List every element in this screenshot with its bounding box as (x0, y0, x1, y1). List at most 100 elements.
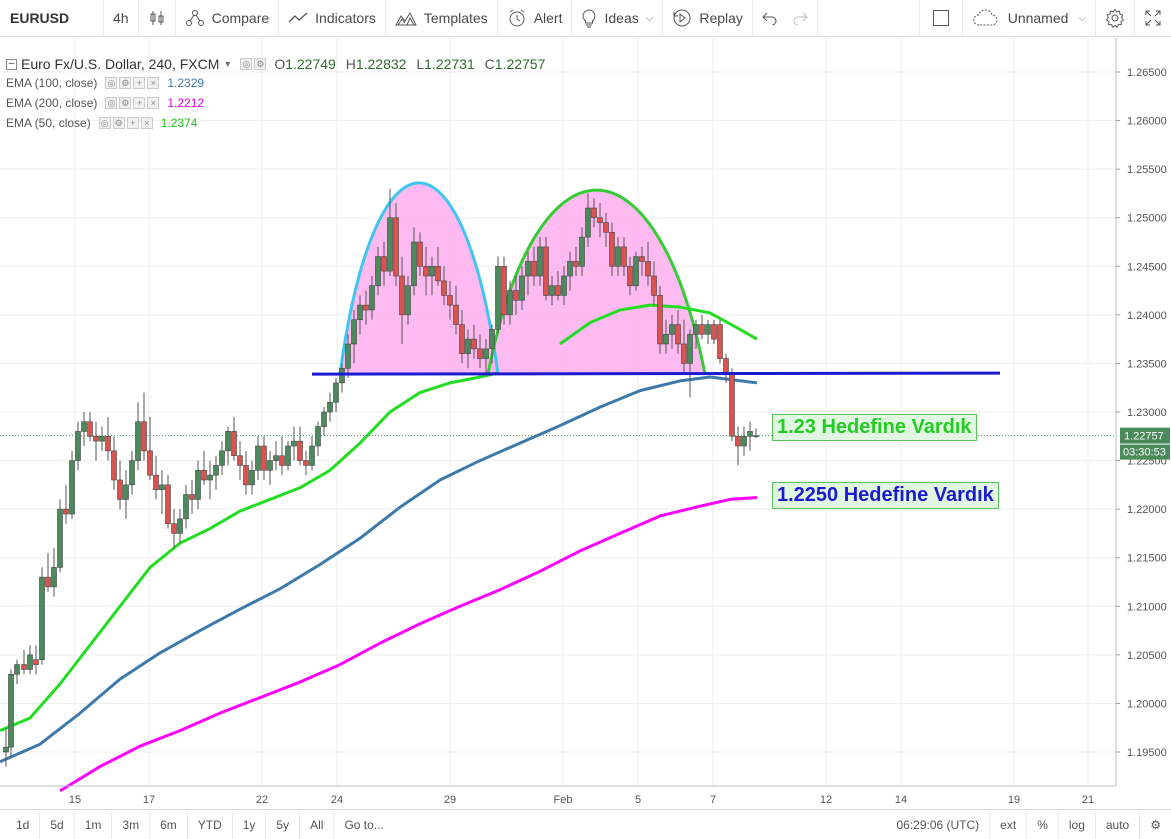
templates-button[interactable]: Templates (386, 0, 498, 37)
range-1d[interactable]: 1d (0, 809, 41, 839)
ext-toggle[interactable]: ext (990, 809, 1028, 839)
candle (231, 416, 237, 461)
candle (393, 203, 399, 286)
chart-pane[interactable]: 1.26500 1.26000 1.25500 1.25000 1.24500 1.240… (0, 38, 1171, 809)
ema200-value: 1.2212 (167, 96, 205, 110)
range-all[interactable]: All (300, 809, 335, 839)
close-icon[interactable]: × (147, 97, 160, 109)
candle-body (723, 358, 729, 374)
alert-button[interactable]: Alert (498, 0, 573, 37)
candle (135, 402, 141, 471)
ema200-line (59, 495, 758, 793)
candle-body (315, 426, 321, 447)
range-5d[interactable]: 5d (40, 809, 75, 839)
close-icon[interactable]: × (140, 117, 153, 129)
auto-toggle[interactable]: auto (1096, 809, 1141, 839)
candle (363, 290, 369, 325)
candle (63, 484, 69, 524)
compare-button[interactable]: Compare (176, 0, 280, 37)
candle (147, 416, 153, 480)
candle (3, 727, 9, 767)
candle (447, 280, 453, 320)
ema200-legend: EMA (200, close) ◎ ⚙ + × 1.2212 (6, 96, 204, 110)
candle-body (267, 460, 273, 471)
candle-body (8, 673, 14, 748)
candle-body (405, 285, 411, 316)
gear-icon[interactable]: ⚙ (254, 58, 267, 70)
range-3m[interactable]: 3m (112, 809, 151, 839)
utc-clock[interactable]: 06:29:06 (UTC) (886, 809, 991, 839)
chart-canvas[interactable]: 1.26500 1.26000 1.25500 1.25000 1.24500 1.240… (0, 38, 1171, 809)
candle-body (513, 290, 519, 301)
candle-body (309, 445, 315, 466)
scale-settings-button[interactable]: ⚙ (1140, 810, 1171, 839)
time-tick-label: 21 (1082, 794, 1094, 806)
replay-button[interactable]: Replay (663, 0, 753, 37)
redo-icon[interactable] (792, 11, 808, 25)
candle (651, 261, 657, 306)
eye-icon[interactable]: ◎ (105, 77, 118, 89)
range-ytd[interactable]: YTD (188, 809, 233, 839)
candle (621, 237, 627, 276)
range-6m[interactable]: 6m (150, 809, 188, 839)
log-toggle[interactable]: log (1059, 809, 1096, 839)
indicators-button[interactable]: Indicators (279, 0, 386, 37)
price-tick-label: 1.21000 (1127, 601, 1167, 613)
interval-button[interactable]: 4h (104, 0, 139, 37)
plus-icon[interactable]: + (133, 77, 146, 89)
close-icon[interactable]: × (147, 77, 160, 89)
fullscreen-toggle[interactable] (920, 0, 963, 37)
candle (369, 276, 375, 320)
target1-annotation[interactable]: 1.23 Hedefine Vardık (772, 414, 977, 441)
chevron-down-icon[interactable]: ▼ (223, 59, 233, 69)
candle-body (285, 445, 291, 466)
time-tick-label: 12 (820, 794, 832, 806)
candle (705, 319, 711, 344)
candle (303, 450, 309, 476)
undo-icon[interactable] (762, 11, 778, 25)
symbol-search[interactable]: EURUSD (0, 0, 104, 37)
gear-icon[interactable]: ⚙ (112, 117, 125, 129)
candle (489, 324, 495, 364)
ema50-line (559, 303, 758, 346)
candle-body (435, 265, 441, 282)
candle-body (423, 265, 429, 277)
layout-save-button[interactable]: Unnamed ⌵ (963, 0, 1096, 37)
gear-icon[interactable]: ⚙ (119, 77, 132, 89)
candle (219, 441, 225, 476)
candle-body (441, 280, 447, 296)
candle-body (639, 256, 645, 262)
range-1m[interactable]: 1m (75, 809, 113, 839)
plus-icon[interactable]: + (126, 117, 139, 129)
candle-body (489, 329, 495, 350)
eye-icon[interactable]: ◎ (98, 117, 111, 129)
candle (255, 436, 261, 480)
candle (99, 426, 105, 451)
candle-body (711, 324, 717, 340)
target2-annotation[interactable]: 1.2250 Hedefine Vardık (772, 482, 999, 509)
expand-button[interactable] (1135, 0, 1171, 37)
candle (423, 246, 429, 296)
candle-body (243, 465, 249, 486)
ema100-label: EMA (100, close) (6, 76, 98, 90)
candle (87, 412, 93, 442)
range-5y[interactable]: 5y (266, 809, 301, 839)
collapse-legend-icon[interactable]: – (6, 58, 17, 70)
candle-body (33, 659, 39, 665)
eye-icon[interactable]: ◎ (240, 58, 253, 70)
candle-body (81, 421, 87, 432)
percent-toggle[interactable]: % (1027, 809, 1059, 839)
ohlc-values: O1.22749 H1.22832 L1.22731 C1.22757 (274, 56, 545, 72)
eye-icon[interactable]: ◎ (105, 97, 118, 109)
settings-button[interactable] (1096, 0, 1135, 37)
candle (663, 319, 669, 354)
left-shoulder-fill (340, 182, 498, 375)
candle-body (261, 445, 267, 471)
ideas-button[interactable]: Ideas ⌵ (572, 0, 664, 37)
replay-icon (672, 8, 692, 28)
goto-button[interactable]: Go to... (344, 817, 384, 832)
plus-icon[interactable]: + (133, 97, 146, 109)
range-1y[interactable]: 1y (233, 809, 267, 839)
gear-icon[interactable]: ⚙ (119, 97, 132, 109)
chart-style-button[interactable] (139, 0, 176, 37)
